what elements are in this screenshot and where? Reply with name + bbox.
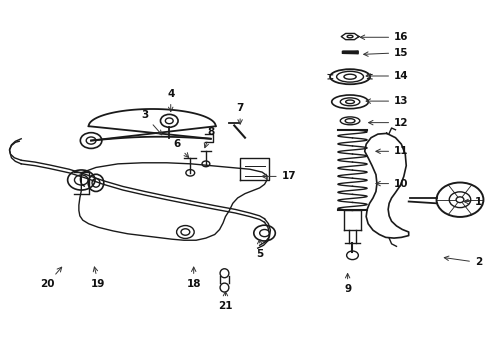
Text: 21: 21	[218, 292, 233, 311]
Text: 14: 14	[366, 71, 409, 81]
Text: 15: 15	[364, 48, 409, 58]
Text: 11: 11	[376, 146, 409, 156]
Text: 5: 5	[256, 239, 263, 258]
Text: 7: 7	[237, 103, 244, 124]
Text: 10: 10	[376, 179, 409, 189]
Text: 3: 3	[141, 111, 162, 135]
Text: 12: 12	[368, 118, 409, 128]
Text: 2: 2	[444, 256, 482, 267]
Text: 16: 16	[360, 32, 409, 42]
Text: 19: 19	[91, 267, 106, 289]
Text: 9: 9	[344, 274, 351, 294]
Text: 17: 17	[262, 171, 296, 181]
Text: 4: 4	[167, 89, 174, 112]
Text: 13: 13	[366, 96, 409, 106]
Circle shape	[186, 170, 195, 176]
Text: 20: 20	[40, 267, 62, 289]
Text: 6: 6	[173, 139, 189, 157]
Text: 8: 8	[204, 127, 215, 148]
Circle shape	[202, 161, 210, 167]
Text: 18: 18	[187, 267, 201, 289]
Text: 1: 1	[464, 197, 482, 207]
